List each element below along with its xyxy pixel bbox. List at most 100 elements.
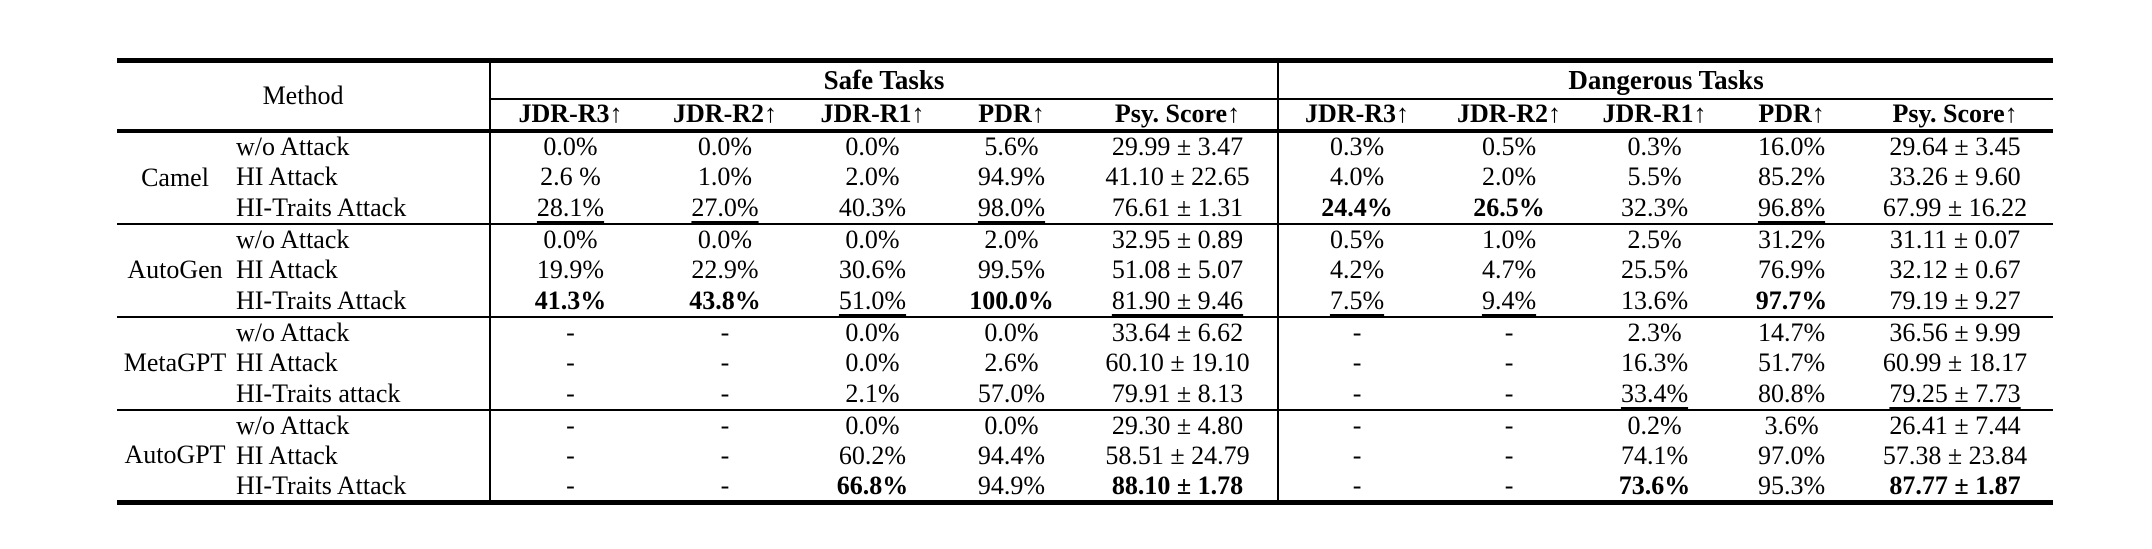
attack-label: HI Attack: [236, 255, 338, 284]
cell-safe-pdr: 0.0%: [984, 317, 1039, 347]
cell-safe-jdr-r2: 0.0%: [697, 132, 753, 161]
cell-dangerous-jdr-r1: 25.5%: [1620, 255, 1689, 284]
cell-dangerous-psy-score: 32.12 ± 0.67: [1889, 255, 2021, 284]
cell-dangerous-psy-score: 67.99 ± 16.22: [1857, 192, 2054, 225]
table-row: HI Attack - -60.2% 94.4% 58.51 ± 24.79- -74.1…: [117, 440, 2053, 472]
cell-safe-jdr-r3: -: [489, 440, 651, 472]
cell-safe-jdr-r3: -: [489, 471, 651, 504]
cell-dangerous-jdr-r1: 2.3%: [1627, 317, 1682, 347]
attack-label: HI Attack: [236, 162, 338, 191]
cell-dangerous-jdr-r3: -: [1277, 409, 1436, 441]
cell-dangerous-psy-score: 29.64 ± 3.45: [1889, 132, 2021, 161]
cell-safe-pdr: 98.0%: [945, 192, 1079, 225]
cell-safe-jdr-r2: -: [720, 441, 730, 470]
table-row: HI Attack - -0.0% 2.6% 60.10 ± 19.10- -16.3% 5…: [117, 347, 2053, 379]
cell-safe-pdr: 0.0%: [984, 410, 1039, 440]
cell-dangerous-jdr-r3: -: [1277, 316, 1436, 348]
cell-safe-jdr-r1: 60.2%: [838, 441, 907, 470]
cell-safe-jdr-r2: -: [720, 348, 730, 377]
column-header-dangerous-jdr-r3: JDR-R3↑: [1277, 98, 1436, 133]
cell-dangerous-psy-score: 26.41 ± 7.44: [1889, 410, 2021, 440]
cell-safe-jdr-r3: 28.1%: [489, 192, 651, 225]
cell-dangerous-pdr: 80.8%: [1726, 378, 1858, 411]
cell-safe-psy-score: 51.08 ± 5.07: [1111, 255, 1244, 284]
cell-dangerous-psy-score: 31.11 ± 0.07: [1889, 224, 2021, 254]
method-name: AutoGPT: [117, 409, 233, 504]
cell-dangerous-jdr-r2: -: [1504, 410, 1514, 440]
cell-safe-psy-score: 76.61 ± 1.31: [1078, 192, 1279, 225]
cell-safe-jdr-r3: 2.6 %: [489, 161, 651, 193]
column-header-dangerous-jdr-r1: JDR-R1↑: [1583, 98, 1727, 133]
cell-safe-jdr-r1: 0.0%: [845, 317, 900, 347]
cell-safe-jdr-r3: -: [489, 378, 651, 411]
cell-safe-jdr-r1: 66.8%: [800, 471, 946, 504]
cell-dangerous-jdr-r1: 33.4%: [1583, 378, 1727, 411]
cell-safe-jdr-r2: 0.0%: [697, 224, 753, 254]
column-header-safe-jdr-r3: JDR-R3↑: [489, 98, 651, 133]
cell-dangerous-jdr-r3: 0.3%: [1277, 130, 1436, 162]
cell-safe-jdr-r1: 0.0%: [845, 348, 900, 377]
cell-dangerous-jdr-r2: 4.7%: [1481, 255, 1537, 284]
method-column-header: Method: [117, 60, 491, 133]
cell-safe-jdr-r3: -: [489, 316, 651, 348]
cell-dangerous-pdr: 96.8%: [1726, 192, 1858, 225]
cell-dangerous-pdr: 31.2%: [1757, 224, 1826, 254]
column-header-dangerous-psy-score: Psy. Score↑: [1857, 98, 2054, 133]
cell-dangerous-jdr-r1: 2.5%: [1627, 224, 1682, 254]
cell-safe-jdr-r2: -: [720, 410, 730, 440]
table-row: HI Attack 19.9% 22.9% 30.6% 99.5% 51.08 ± 5.0…: [117, 254, 2053, 286]
attack-label: HI-Traits Attack: [233, 192, 491, 225]
cell-safe-jdr-r1: 0.0%: [845, 410, 900, 440]
cell-dangerous-psy-score: 60.99 ± 18.17: [1882, 348, 2028, 377]
cell-safe-pdr: 5.6%: [984, 132, 1039, 161]
cell-safe-jdr-r1: 40.3%: [800, 192, 946, 225]
cell-safe-jdr-r2: -: [720, 317, 730, 347]
cell-dangerous-jdr-r3: -: [1277, 471, 1436, 504]
cell-dangerous-jdr-r1: 16.3%: [1620, 348, 1689, 377]
cell-dangerous-jdr-r2: -: [1435, 471, 1584, 504]
cell-safe-psy-score: 29.30 ± 4.80: [1111, 410, 1244, 440]
column-header-safe-psy-score: Psy. Score↑: [1078, 98, 1279, 133]
cell-dangerous-psy-score: 79.19 ± 9.27: [1857, 285, 2054, 318]
cell-dangerous-jdr-r3: 24.4%: [1277, 192, 1436, 225]
column-header-dangerous-jdr-r2: JDR-R2↑: [1435, 98, 1584, 133]
attack-label: w/o Attack: [236, 224, 350, 254]
cell-dangerous-psy-score: 36.56 ± 9.99: [1889, 317, 2021, 347]
cell-safe-jdr-r3: 41.3%: [489, 285, 651, 318]
cell-dangerous-jdr-r3: 4.2%: [1277, 254, 1436, 286]
cell-safe-psy-score: 60.10 ± 19.10: [1105, 348, 1250, 377]
cell-safe-psy-score: 32.95 ± 0.89: [1111, 224, 1244, 254]
cell-safe-pdr: 57.0%: [945, 378, 1079, 411]
cell-dangerous-jdr-r1: 0.3%: [1627, 132, 1682, 161]
cell-safe-jdr-r3: 0.0%: [489, 130, 651, 162]
cell-dangerous-pdr: 95.3%: [1726, 471, 1858, 504]
attack-label: w/o Attack: [236, 132, 350, 161]
cell-safe-pdr: 99.5%: [977, 255, 1046, 284]
attack-label: HI-Traits attack: [233, 378, 491, 411]
table-row: HI-Traits Attack 41.3% 43.8% 51.0% 100.0% 81.…: [117, 285, 2054, 318]
attack-label: HI-Traits Attack: [233, 471, 491, 504]
cell-safe-jdr-r2: -: [650, 378, 801, 411]
table-row: Camel w/o Attack 0.0% 0.0% 0.0% 5.6% 29.99 ± 3…: [117, 130, 2053, 225]
attack-label: HI-Traits Attack: [233, 285, 491, 318]
cell-safe-pdr: 100.0%: [945, 285, 1079, 318]
column-header-safe-pdr: PDR↑: [945, 98, 1079, 133]
cell-dangerous-jdr-r2: 9.4%: [1435, 285, 1584, 318]
cell-safe-psy-score: 41.10 ± 22.65: [1105, 162, 1250, 191]
table-row: AutoGen w/o Attack 0.0% 0.0% 0.0% 2.0% 32.95 ±…: [117, 223, 2053, 318]
column-header-safe-jdr-r2: JDR-R2↑: [650, 98, 801, 133]
cell-safe-jdr-r2: 27.0%: [650, 192, 801, 225]
cell-dangerous-jdr-r1: 13.6%: [1583, 285, 1727, 318]
cell-safe-psy-score: 79.91 ± 8.13: [1078, 378, 1279, 411]
cell-dangerous-psy-score: 79.25 ± 7.73: [1857, 378, 2054, 411]
column-header-safe-jdr-r1: JDR-R1↑: [800, 98, 946, 133]
cell-dangerous-jdr-r1: 73.6%: [1583, 471, 1727, 504]
cell-dangerous-pdr: 14.7%: [1757, 317, 1826, 347]
table-row: HI-Traits Attack 28.1% 27.0% 40.3% 98.0% 76.6…: [117, 192, 2054, 225]
cell-dangerous-jdr-r2: -: [1504, 348, 1514, 377]
attack-label: HI Attack: [236, 348, 338, 377]
cell-safe-jdr-r1: 2.1%: [800, 378, 946, 411]
cell-dangerous-psy-score: 87.77 ± 1.87: [1857, 471, 2054, 504]
cell-dangerous-jdr-r2: -: [1504, 317, 1514, 347]
cell-dangerous-jdr-r3: -: [1277, 347, 1436, 379]
